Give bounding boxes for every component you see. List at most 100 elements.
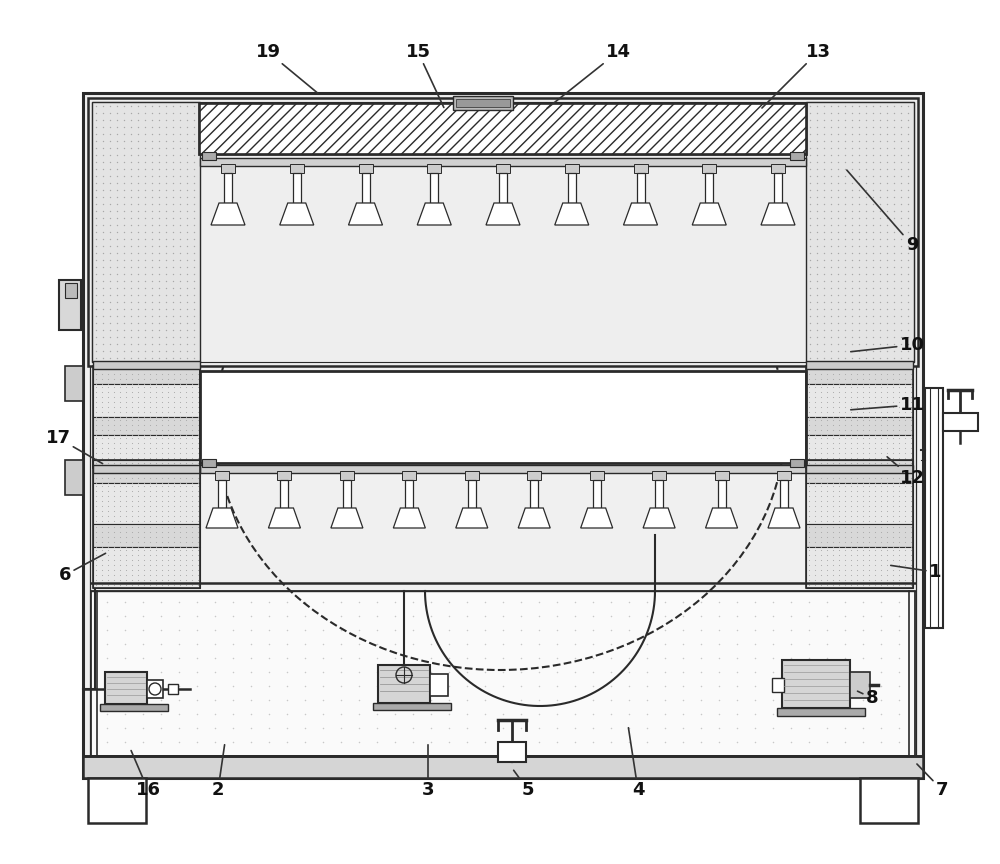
Polygon shape <box>268 508 300 528</box>
Bar <box>806 460 913 483</box>
Bar <box>280 480 288 508</box>
Text: 2: 2 <box>212 745 225 799</box>
Bar <box>83 756 923 778</box>
Bar <box>718 480 726 508</box>
Bar <box>93 465 200 473</box>
Bar <box>90 100 916 771</box>
Bar <box>93 460 200 588</box>
Bar <box>790 459 804 467</box>
Bar <box>777 471 791 480</box>
Bar <box>92 102 200 362</box>
Bar <box>93 435 200 468</box>
Polygon shape <box>624 203 658 225</box>
Text: 7: 7 <box>917 764 948 799</box>
Bar <box>430 674 448 696</box>
Text: 3: 3 <box>422 745 434 799</box>
Bar <box>88 98 918 366</box>
Bar <box>465 471 479 480</box>
Bar <box>65 366 83 401</box>
Bar <box>59 280 81 330</box>
Bar <box>65 460 83 495</box>
Bar <box>702 164 716 173</box>
Bar <box>358 164 372 173</box>
Polygon shape <box>280 203 314 225</box>
Bar <box>218 480 226 508</box>
Polygon shape <box>393 508 425 528</box>
Bar <box>402 471 416 480</box>
Bar <box>93 361 200 369</box>
Text: 6: 6 <box>59 553 106 584</box>
Bar <box>93 460 200 483</box>
Text: 14: 14 <box>547 43 631 108</box>
Bar <box>93 366 200 468</box>
Bar <box>806 366 913 384</box>
Text: 5: 5 <box>514 770 534 799</box>
Polygon shape <box>706 508 738 528</box>
Bar <box>93 384 200 417</box>
Text: 16: 16 <box>131 751 160 799</box>
Text: 19: 19 <box>256 43 318 93</box>
Text: 11: 11 <box>851 396 924 414</box>
Bar <box>224 173 232 203</box>
Bar <box>456 99 510 107</box>
Bar <box>771 164 785 173</box>
Bar <box>780 480 788 508</box>
Text: 17: 17 <box>46 429 103 464</box>
Bar <box>93 547 200 588</box>
Bar <box>93 483 200 524</box>
Bar <box>652 471 666 480</box>
Bar <box>637 173 644 203</box>
Bar <box>806 460 913 588</box>
Text: 15: 15 <box>406 43 444 107</box>
Text: 12: 12 <box>887 457 924 487</box>
Bar <box>850 672 870 698</box>
Bar <box>568 173 576 203</box>
Bar <box>362 173 370 203</box>
Bar <box>453 96 513 110</box>
Polygon shape <box>581 508 613 528</box>
Text: 1: 1 <box>891 563 941 581</box>
Bar <box>806 465 913 473</box>
Bar <box>527 471 541 480</box>
Bar <box>782 660 850 708</box>
Bar <box>496 164 510 173</box>
Bar <box>373 703 451 710</box>
Bar <box>772 678 784 692</box>
Bar <box>88 778 146 823</box>
Bar <box>277 471 291 480</box>
Bar <box>806 102 914 362</box>
Bar <box>100 704 168 711</box>
Bar <box>168 684 178 694</box>
Bar <box>92 102 914 362</box>
Bar <box>806 366 913 468</box>
Bar <box>215 471 229 480</box>
Bar <box>468 480 476 508</box>
Bar <box>655 480 663 508</box>
Bar <box>530 480 538 508</box>
Bar <box>806 547 913 588</box>
Bar <box>147 680 163 698</box>
Polygon shape <box>417 203 451 225</box>
Polygon shape <box>643 508 675 528</box>
Bar <box>806 384 913 417</box>
Bar <box>202 152 216 160</box>
Bar <box>378 665 430 703</box>
Bar <box>200 104 806 154</box>
Polygon shape <box>456 508 488 528</box>
Bar <box>806 417 913 435</box>
Bar <box>93 524 200 547</box>
Polygon shape <box>206 508 238 528</box>
Bar <box>590 471 604 480</box>
Bar <box>202 459 216 467</box>
Bar <box>806 483 913 524</box>
Polygon shape <box>349 203 382 225</box>
Text: 9: 9 <box>847 170 918 254</box>
Bar <box>498 742 526 762</box>
Bar <box>634 164 648 173</box>
Bar <box>83 93 923 778</box>
Bar <box>565 164 579 173</box>
Polygon shape <box>486 203 520 225</box>
Polygon shape <box>761 203 795 225</box>
Text: 10: 10 <box>851 336 924 354</box>
Bar <box>806 361 913 369</box>
